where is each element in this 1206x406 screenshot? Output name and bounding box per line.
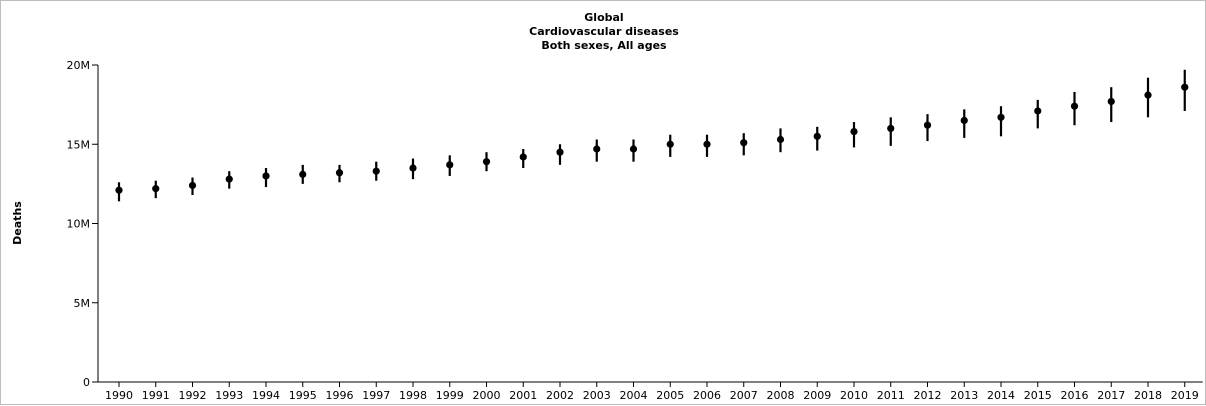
data-point [666,140,674,148]
x-tick-label: 1992 [179,389,207,402]
x-tick-label: 2018 [1134,389,1162,402]
chart-title-line-3: Both sexes, All ages [541,39,667,52]
data-point [262,172,270,180]
x-tick-label: 2017 [1097,389,1125,402]
x-tick-label: 2011 [877,389,905,402]
data-point [1107,97,1115,106]
chart-title-line-1: Global [584,11,623,24]
data-point [446,161,454,169]
x-tick-label: 2000 [473,389,501,402]
x-tick-label: 2012 [914,389,942,402]
data-point [850,127,858,136]
x-tick-label: 2007 [730,389,758,402]
x-tick-label: 2008 [767,389,795,402]
data-point [409,164,417,172]
x-tick-label: 2005 [656,389,684,402]
data-point [372,167,380,175]
chart-title: Global Cardiovascular diseases Both sexe… [529,11,679,52]
chart-title-line-2: Cardiovascular diseases [529,25,679,38]
data-point [997,113,1005,121]
y-axis: 0 5M 10M 15M 20M [67,59,99,389]
data-point [152,185,160,193]
data-point [776,135,785,144]
data-point [1144,91,1152,99]
x-tick-label: 2010 [840,389,868,402]
x-tick-label: 2014 [987,389,1015,402]
y-tick-label: 5M [74,297,91,310]
x-tick-label: 2013 [950,389,978,402]
data-point [335,169,344,177]
data-point [1034,107,1042,115]
y-tick-label: 0 [83,376,90,389]
x-tick-label: 1993 [215,389,243,402]
data-point [225,175,233,183]
data-point [1181,83,1189,91]
data-point [519,153,527,161]
data-point [1070,102,1079,110]
y-tick-label: 15M [67,138,91,151]
data-point [629,145,638,153]
x-tick-label: 1998 [399,389,427,402]
y-tick-label: 10M [67,218,91,231]
x-tick-label: 1991 [142,389,170,402]
x-tick-label: 1999 [436,389,464,402]
x-tick-label: 1990 [105,389,133,402]
data-point [813,132,821,140]
x-tick-label: 1996 [326,389,354,402]
x-axis: 1990 1991 1992 1993 1994 1995 1996 1997 1998 1999… [98,381,1203,402]
data-point [960,116,968,125]
x-tick-label: 2015 [1024,389,1052,402]
data-point [923,121,932,129]
data-marks [115,69,1189,202]
x-tick-label: 1994 [252,389,280,402]
data-point [482,158,491,166]
x-tick-label: 2006 [693,389,721,402]
x-tick-label: 2002 [546,389,574,402]
data-point [115,186,123,194]
x-tick-label: 2003 [583,389,611,402]
data-point [593,145,601,153]
x-tick-label: 2009 [803,389,831,402]
data-point [887,124,895,132]
data-point [299,170,307,178]
x-tick-label: 2001 [509,389,537,402]
data-point [740,139,748,147]
data-point [188,181,197,190]
data-point [556,148,564,156]
data-point [703,140,711,148]
y-tick-label: 20M [67,59,91,72]
x-tick-label: 1995 [289,389,317,402]
x-tick-label: 2019 [1171,389,1199,402]
y-axis-title: Deaths [11,201,24,245]
x-tick-label: 1997 [362,389,390,402]
x-tick-label: 2004 [620,389,648,402]
x-tick-label: 2016 [1061,389,1089,402]
